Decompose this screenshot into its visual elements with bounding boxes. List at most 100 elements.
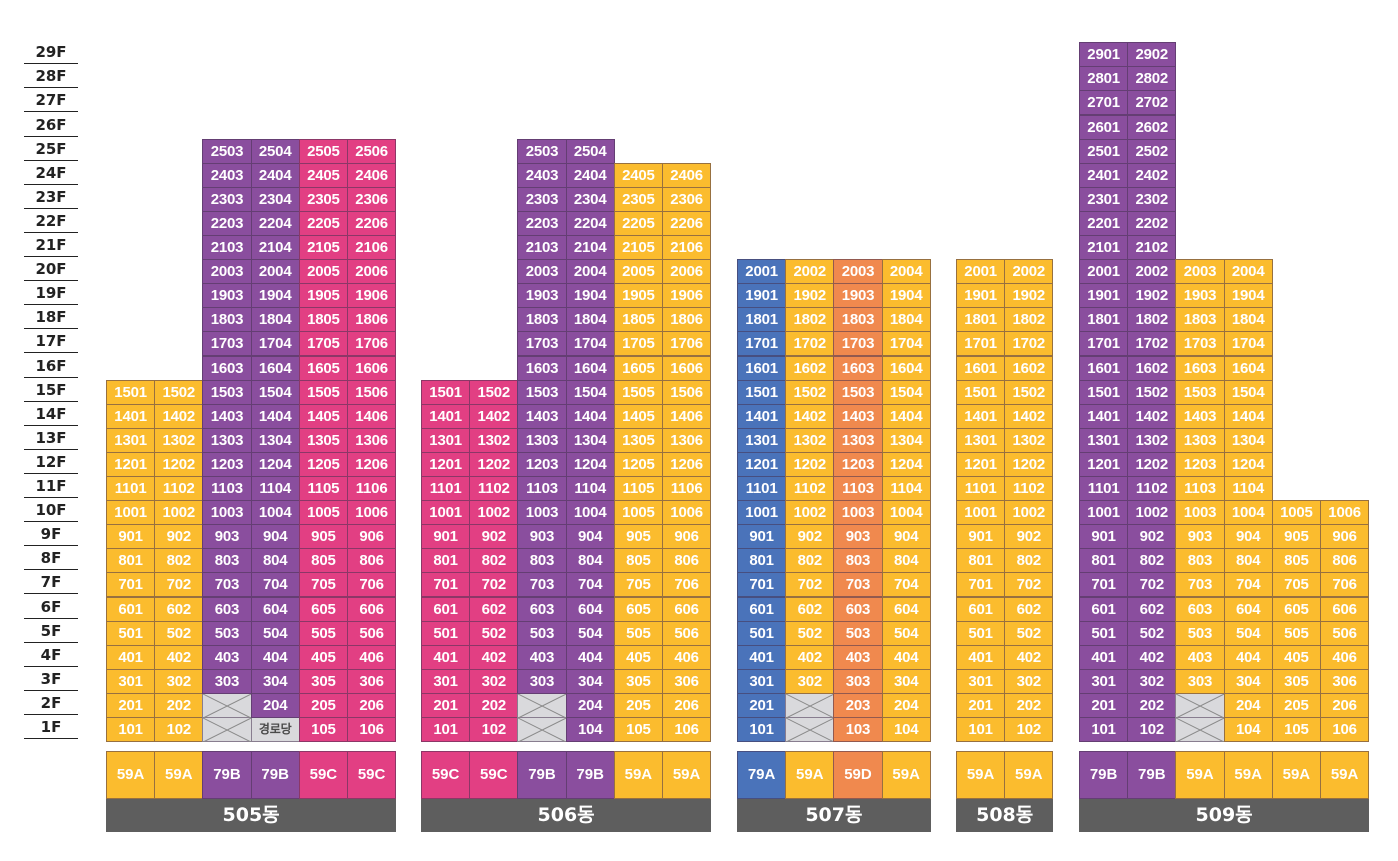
unit-cell: 201 bbox=[1079, 692, 1129, 718]
unit-cell: 1804 bbox=[250, 307, 300, 333]
unit-cell: 1204 bbox=[1223, 451, 1273, 477]
unit-cell: 605 bbox=[613, 596, 663, 622]
unit-cell: 502 bbox=[1127, 620, 1177, 646]
unit-cell: 502 bbox=[1004, 620, 1054, 646]
unit-cell: 706 bbox=[1320, 572, 1370, 598]
building-name: 505동 bbox=[106, 799, 397, 832]
unit-cell: 105 bbox=[613, 717, 663, 743]
unit-cell: 2701 bbox=[1079, 90, 1129, 116]
unit-cell: 1803 bbox=[202, 307, 252, 333]
unit-cell: 1302 bbox=[785, 427, 835, 453]
floor-label: 20F bbox=[24, 258, 78, 282]
unit-cell: 1506 bbox=[662, 379, 712, 405]
unit-cell: 1803 bbox=[833, 307, 883, 333]
unit-cell: 1702 bbox=[1004, 331, 1054, 357]
unit-cell: 501 bbox=[106, 620, 156, 646]
unit-cell: 1003 bbox=[833, 500, 883, 526]
unit-cell: 1605 bbox=[298, 355, 348, 381]
unit-cell: 2004 bbox=[565, 259, 615, 285]
unit-cell: 1002 bbox=[1004, 500, 1054, 526]
unit-cell: 1604 bbox=[250, 355, 300, 381]
unit-cell: 404 bbox=[1223, 644, 1273, 670]
unit-cell: 1902 bbox=[1127, 283, 1177, 309]
unit-cell: 1101 bbox=[1079, 476, 1129, 502]
unit-cell: 506 bbox=[1320, 620, 1370, 646]
unit-cell: 1704 bbox=[565, 331, 615, 357]
unit-cell: 1402 bbox=[469, 403, 519, 429]
unit-cell: 502 bbox=[785, 620, 835, 646]
unit-cell: 2406 bbox=[347, 162, 397, 188]
unit-cell: 2305 bbox=[298, 186, 348, 212]
unit-cell: 1406 bbox=[662, 403, 712, 429]
unit-type-label: 79B bbox=[202, 751, 252, 799]
unit-cell: 1202 bbox=[469, 451, 519, 477]
floor-label: 2F bbox=[24, 692, 78, 715]
unit-cell: 2901 bbox=[1079, 42, 1129, 68]
unit-cell: 706 bbox=[662, 572, 712, 598]
unit-cell: 1202 bbox=[154, 451, 204, 477]
unit-cell: 1004 bbox=[250, 500, 300, 526]
unit-cell: 1802 bbox=[1004, 307, 1054, 333]
unit-cell: 1704 bbox=[881, 331, 931, 357]
unit-cell: 1102 bbox=[785, 476, 835, 502]
unit-cell: 1002 bbox=[1127, 500, 1177, 526]
unit-cell: 1304 bbox=[565, 427, 615, 453]
unit-cell: 2003 bbox=[1175, 259, 1225, 285]
unit-cell: 1604 bbox=[1223, 355, 1273, 381]
unit-cell: 1004 bbox=[565, 500, 615, 526]
unit-cell: 1003 bbox=[202, 500, 252, 526]
unit-cell: 806 bbox=[347, 548, 397, 574]
unit-cell: 302 bbox=[1004, 668, 1054, 694]
unit-cell: 1004 bbox=[881, 500, 931, 526]
floor-label: 3F bbox=[24, 668, 78, 691]
unit-cell: 202 bbox=[154, 692, 204, 718]
unit-cell: 1801 bbox=[1079, 307, 1129, 333]
floor-label: 4F bbox=[24, 644, 78, 667]
unit-cell: 1205 bbox=[298, 451, 348, 477]
unit-type-label: 59A bbox=[956, 751, 1006, 799]
unit-cell: 1604 bbox=[881, 355, 931, 381]
unit-cell: 105 bbox=[1271, 717, 1321, 743]
unit-cell: 1501 bbox=[737, 379, 787, 405]
floor-label: 26F bbox=[24, 114, 78, 137]
unit-cell: 406 bbox=[347, 644, 397, 670]
unit-cell: 1504 bbox=[881, 379, 931, 405]
unit-cell: 1502 bbox=[1127, 379, 1177, 405]
unit-cell: 904 bbox=[250, 524, 300, 550]
unit-cell: 405 bbox=[613, 644, 663, 670]
floor-label: 7F bbox=[24, 571, 78, 595]
unit-cell: 1201 bbox=[956, 451, 1006, 477]
unit-cell: 1404 bbox=[565, 403, 615, 429]
unit-cell: 1002 bbox=[154, 500, 204, 526]
unit-cell: 1906 bbox=[347, 283, 397, 309]
unit-cell: 104 bbox=[881, 717, 931, 743]
unit-cell: 704 bbox=[250, 572, 300, 598]
unit-type-label: 59C bbox=[298, 751, 348, 799]
unit-cell: 703 bbox=[1175, 572, 1225, 598]
unit-cell: 504 bbox=[881, 620, 931, 646]
floor-label: 1F bbox=[24, 716, 78, 739]
unit-cell: 2001 bbox=[1079, 259, 1129, 285]
pilotis-empty-cell bbox=[517, 717, 567, 743]
unit-cell: 901 bbox=[956, 524, 1006, 550]
unit-cell: 2404 bbox=[250, 162, 300, 188]
unit-cell: 803 bbox=[1175, 548, 1225, 574]
unit-cell: 1101 bbox=[956, 476, 1006, 502]
unit-cell: 301 bbox=[956, 668, 1006, 694]
unit-cell: 802 bbox=[785, 548, 835, 574]
unit-cell: 2405 bbox=[298, 162, 348, 188]
unit-cell: 2106 bbox=[662, 235, 712, 261]
unit-cell: 106 bbox=[1320, 717, 1370, 743]
unit-cell: 205 bbox=[1271, 692, 1321, 718]
unit-cell: 1404 bbox=[250, 403, 300, 429]
unit-cell: 201 bbox=[956, 692, 1006, 718]
unit-cell: 2004 bbox=[250, 259, 300, 285]
unit-cell: 704 bbox=[565, 572, 615, 598]
unit-cell: 305 bbox=[613, 668, 663, 694]
unit-cell: 202 bbox=[469, 692, 519, 718]
unit-cell: 2602 bbox=[1127, 114, 1177, 140]
unit-cell: 302 bbox=[1127, 668, 1177, 694]
unit-cell: 502 bbox=[469, 620, 519, 646]
unit-cell: 702 bbox=[154, 572, 204, 598]
unit-cell: 2101 bbox=[1079, 235, 1129, 261]
